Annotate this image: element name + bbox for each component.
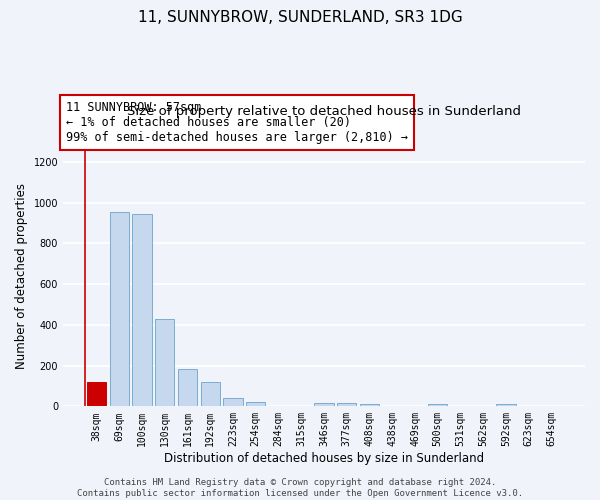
Bar: [428, 404, 448, 406]
Bar: [360, 404, 379, 406]
Bar: [314, 402, 334, 406]
Title: Size of property relative to detached houses in Sunderland: Size of property relative to detached ho…: [127, 105, 521, 118]
Bar: [246, 402, 265, 406]
Bar: [178, 368, 197, 406]
Text: Contains HM Land Registry data © Crown copyright and database right 2024.
Contai: Contains HM Land Registry data © Crown c…: [77, 478, 523, 498]
Bar: [337, 402, 356, 406]
Y-axis label: Number of detached properties: Number of detached properties: [15, 183, 28, 369]
Bar: [132, 214, 152, 406]
Bar: [223, 398, 242, 406]
X-axis label: Distribution of detached houses by size in Sunderland: Distribution of detached houses by size …: [164, 452, 484, 465]
Bar: [87, 382, 106, 406]
Bar: [496, 404, 516, 406]
Bar: [200, 382, 220, 406]
Text: 11 SUNNYBROW: 57sqm
← 1% of detached houses are smaller (20)
99% of semi-detache: 11 SUNNYBROW: 57sqm ← 1% of detached hou…: [65, 101, 407, 144]
Bar: [110, 212, 129, 406]
Text: 11, SUNNYBROW, SUNDERLAND, SR3 1DG: 11, SUNNYBROW, SUNDERLAND, SR3 1DG: [137, 10, 463, 25]
Bar: [155, 318, 175, 406]
